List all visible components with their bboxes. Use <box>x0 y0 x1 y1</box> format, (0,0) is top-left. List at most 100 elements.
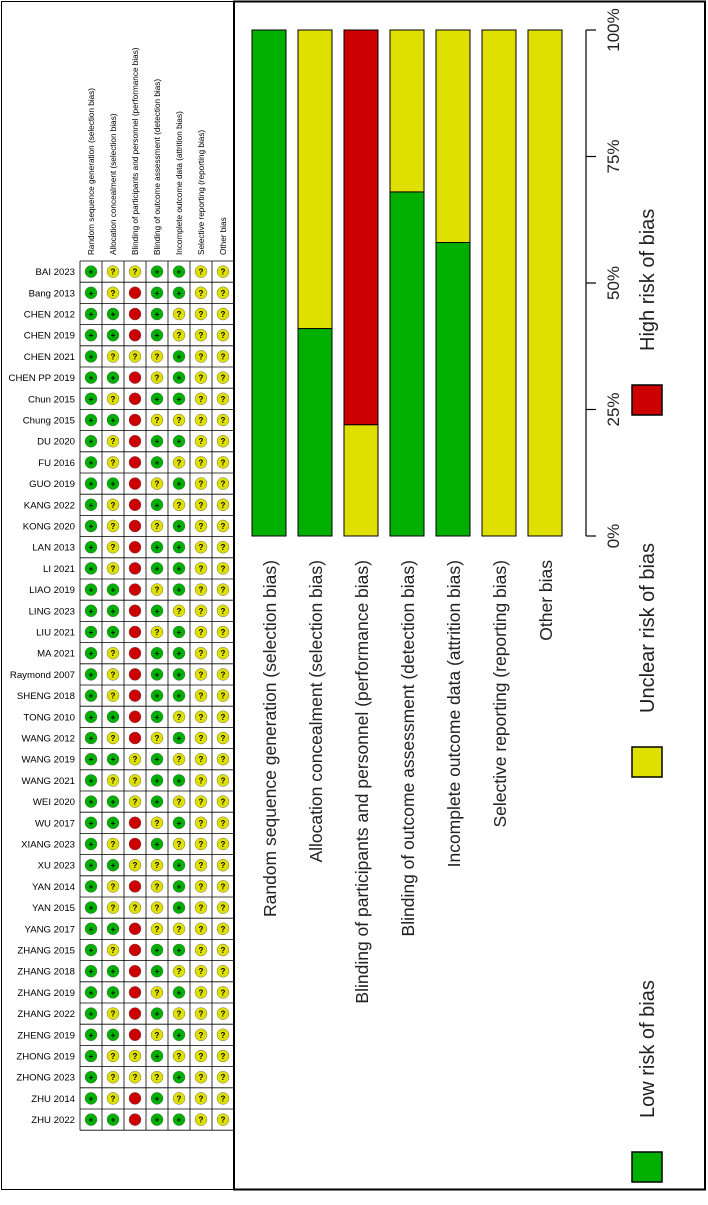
rating-dot <box>106 307 120 321</box>
rating-dot <box>194 753 208 766</box>
graph-panel: Random sequence generation (selection bi… <box>233 0 706 1191</box>
study-name: KONG 2020 <box>23 522 75 533</box>
rating-dot <box>106 837 120 851</box>
study-name: CHEN 2012 <box>24 310 75 321</box>
rating-symbol: ? <box>199 819 204 828</box>
rating-dot <box>216 541 230 554</box>
rating-dot <box>216 562 230 575</box>
rating-symbol: ? <box>133 861 138 870</box>
rating-dot <box>106 371 120 384</box>
rating-dot <box>216 837 230 851</box>
study-row: ZHONG 2023 +??? +?? <box>16 1070 230 1084</box>
rating-symbol: ? <box>221 331 226 340</box>
rating-symbol: + <box>177 946 182 955</box>
study-name: LING 2023 <box>29 606 75 617</box>
rating-dot <box>106 753 120 766</box>
rating-symbol: + <box>89 1031 94 1040</box>
rating-dot <box>84 816 98 829</box>
rating-dot <box>128 392 142 405</box>
rating-dot <box>128 350 142 363</box>
rating-symbol: ? <box>199 628 204 637</box>
rating-symbol: ? <box>221 289 226 298</box>
rating-dot <box>216 1070 230 1084</box>
rating-symbol: + <box>177 776 182 785</box>
rating-symbol: ? <box>199 882 204 891</box>
rating-symbol: ? <box>221 861 226 870</box>
rating-dot <box>106 1049 120 1063</box>
rating-symbol: ? <box>177 755 182 764</box>
rating-dot <box>150 880 164 893</box>
rating-dot <box>128 922 142 935</box>
rating-symbol: ? <box>133 755 138 764</box>
rating-dot <box>128 753 142 766</box>
rating-dot <box>84 286 98 299</box>
rating-dot <box>194 604 208 617</box>
rating-dot <box>84 880 98 893</box>
rating-dot <box>172 1028 186 1042</box>
rating-symbol: + <box>155 692 160 701</box>
rating-symbol: ? <box>155 416 160 425</box>
study-name: LIAO 2019 <box>29 585 75 596</box>
rating-dot <box>128 286 142 299</box>
rating-dot <box>84 1092 98 1105</box>
rating-symbol: ? <box>199 310 204 319</box>
rating-dot <box>172 689 186 702</box>
study-name: GUO 2019 <box>29 479 75 490</box>
study-name: CHEN 2021 <box>24 352 75 363</box>
rating-dot <box>150 986 164 999</box>
rating-dot <box>128 307 142 321</box>
study-row: ZHENG 2019 + +? +?? <box>17 1028 230 1042</box>
category-label: Selective reporting (reporting bias) <box>490 560 510 828</box>
study-name: DU 2020 <box>37 437 75 448</box>
study-row: Raymond 2007 +? + +?? <box>10 668 230 681</box>
rating-symbol: ? <box>199 437 204 446</box>
rating-symbol: ? <box>177 458 182 467</box>
rating-dot <box>172 371 186 384</box>
rating-dot <box>84 583 98 596</box>
rating-symbol: ? <box>177 607 182 616</box>
bar-outline <box>527 29 563 537</box>
bar-segment <box>389 29 425 193</box>
rating-dot <box>106 922 120 935</box>
domain-header: Random sequence generation (selection bi… <box>87 88 96 255</box>
rating-symbol: + <box>177 988 182 997</box>
rating-dot <box>194 286 208 299</box>
rating-dot <box>172 413 186 427</box>
rating-dot <box>106 774 120 787</box>
rating-symbol: + <box>111 628 116 637</box>
rating-dot <box>150 689 164 702</box>
rating-symbol: + <box>89 586 94 595</box>
rating-symbol: ? <box>177 331 182 340</box>
rating-symbol: + <box>111 967 116 976</box>
study-row: LAN 2013 +? + +?? <box>32 541 230 554</box>
rating-symbol: ? <box>221 692 226 701</box>
study-name: YAN 2015 <box>32 903 75 914</box>
rating-dot <box>84 519 98 533</box>
rating-symbol: ? <box>111 670 116 679</box>
category-label: Blinding of participants and personnel (… <box>352 560 372 1004</box>
rating-symbol: ? <box>221 501 226 510</box>
rating-dot <box>150 753 164 766</box>
rating-dot <box>150 1092 164 1105</box>
study-row: ZHU 2014 +? +??? <box>31 1092 230 1105</box>
rating-dot <box>216 986 230 999</box>
rating-dot <box>216 1007 230 1020</box>
rating-symbol: + <box>89 1094 94 1103</box>
rating-dot <box>150 1049 164 1063</box>
rating-symbol: ? <box>221 776 226 785</box>
rating-dot <box>216 265 230 278</box>
rating-symbol: + <box>155 564 160 573</box>
rating-symbol: + <box>89 882 94 891</box>
percent-axis: 0% 25% 50% 75% 100% <box>585 8 623 548</box>
rating-symbol: + <box>89 395 94 404</box>
rating-dot <box>172 625 186 639</box>
rating-dot <box>172 880 186 893</box>
rating-dot <box>216 753 230 766</box>
rating-symbol: + <box>89 564 94 573</box>
rating-dot <box>194 1070 208 1084</box>
study-name: ZHANG 2018 <box>17 967 75 978</box>
rating-dot <box>128 1113 142 1126</box>
study-row: Chung 2015 + +???? <box>23 413 230 427</box>
rating-dot <box>128 371 142 384</box>
bar-segment <box>251 29 287 537</box>
